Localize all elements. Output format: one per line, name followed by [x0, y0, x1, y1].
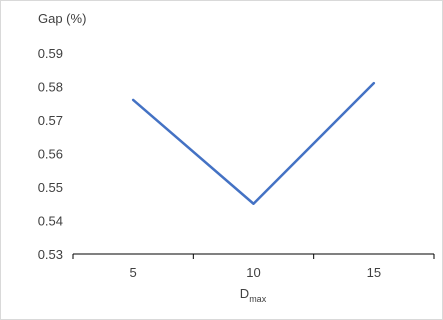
y-tick-label: 0.53 — [38, 247, 63, 262]
y-tick-label: 0.56 — [38, 147, 63, 162]
x-tick-label: 5 — [130, 265, 137, 280]
series-line — [131, 81, 376, 205]
x-tick-label: 15 — [367, 265, 381, 280]
y-axis-title: Gap (%) — [38, 11, 86, 26]
x-tick-label: 10 — [246, 265, 260, 280]
x-axis-ticks: 5 10 15 — [130, 265, 382, 280]
x-axis-title-main: D — [240, 286, 249, 301]
y-tick-label: 0.57 — [38, 113, 63, 128]
series-layer — [131, 81, 376, 205]
x-axis-tick-marks — [72, 254, 435, 259]
y-tick-label: 0.55 — [38, 180, 63, 195]
y-tick-label: 0.58 — [38, 80, 63, 95]
y-tick-label: 0.59 — [38, 46, 63, 61]
x-axis-title-subscript: max — [249, 294, 267, 304]
y-tick-label: 0.54 — [38, 214, 63, 229]
y-axis-ticks: 0.53 0.54 0.55 0.56 0.57 0.58 0.59 — [38, 46, 63, 262]
x-axis-title: Dmax — [240, 286, 267, 304]
